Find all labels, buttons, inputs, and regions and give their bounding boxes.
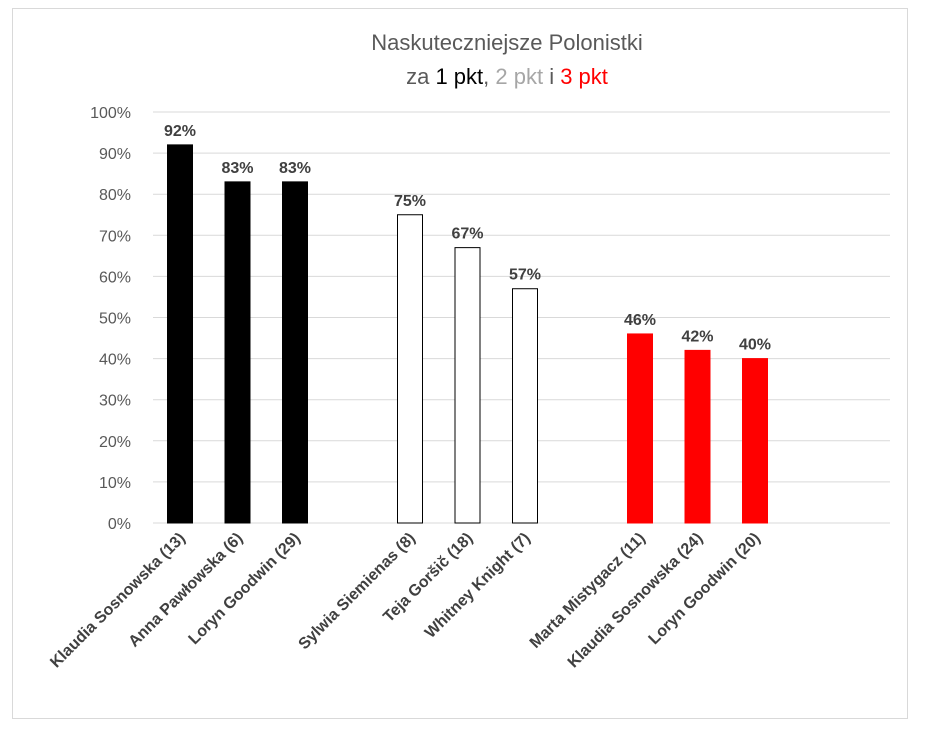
bar [512, 288, 538, 524]
y-tick-label: 60% [99, 269, 131, 286]
bar [454, 247, 481, 524]
y-tick-label: 80% [99, 187, 131, 204]
bar [684, 349, 711, 524]
bar [167, 144, 193, 524]
subtitle-part: za [406, 64, 435, 89]
y-tick-label: 0% [108, 516, 131, 533]
chart-title: Naskuteczniejsze Polonistki [371, 30, 642, 55]
data-label: 67% [451, 226, 483, 243]
category-labels: Klaudia Sosnowska (13)Anna Pawłowska (6)… [47, 530, 764, 672]
category-label: Anna Pawłowska (6) [126, 530, 247, 651]
y-tick-label: 70% [99, 228, 131, 245]
subtitle-part: 2 pkt [495, 64, 543, 89]
y-axis-ticks: 0% 10% 20% 30% 40% 50% 60% 70% 80% 90% 100% [90, 105, 131, 533]
data-labels: 92% 83% 83% 75% 67% 57% 46% 42% 40% [164, 123, 771, 354]
data-label: 92% [164, 123, 196, 140]
bar [397, 214, 423, 524]
y-tick-label: 30% [99, 393, 131, 410]
bar [282, 181, 308, 524]
subtitle-part: 1 pkt [435, 64, 483, 89]
data-label: 57% [509, 267, 541, 284]
category-label: Whitney Knight (7) [422, 530, 534, 642]
category-label: Loryn Goodwin (29) [186, 530, 304, 648]
y-tick-label: 10% [99, 475, 131, 492]
category-label: Marta Mistygacz (11) [527, 530, 649, 652]
data-label: 40% [739, 337, 771, 354]
y-tick-label: 50% [99, 311, 131, 328]
data-label: 75% [394, 193, 426, 210]
data-label: 83% [221, 160, 253, 177]
bar [627, 333, 653, 524]
bar [224, 181, 251, 524]
bar [742, 358, 768, 524]
y-tick-label: 20% [99, 434, 131, 451]
y-tick-label: 40% [99, 352, 131, 369]
subtitle-part: 3 pkt [560, 64, 608, 89]
data-label: 46% [624, 312, 656, 329]
category-label: Loryn Goodwin (20) [646, 530, 764, 648]
y-tick-label: 90% [99, 146, 131, 163]
data-label: 83% [279, 160, 311, 177]
bars [167, 144, 768, 524]
subtitle-part: , [483, 64, 495, 89]
subtitle-part: i [543, 64, 560, 89]
chart-subtitle: za 1 pkt, 2 pkt i 3 pkt [406, 64, 608, 89]
data-label: 42% [681, 328, 713, 345]
y-tick-label: 100% [90, 105, 131, 122]
category-label: Sylwia Siemienas (8) [296, 530, 419, 653]
